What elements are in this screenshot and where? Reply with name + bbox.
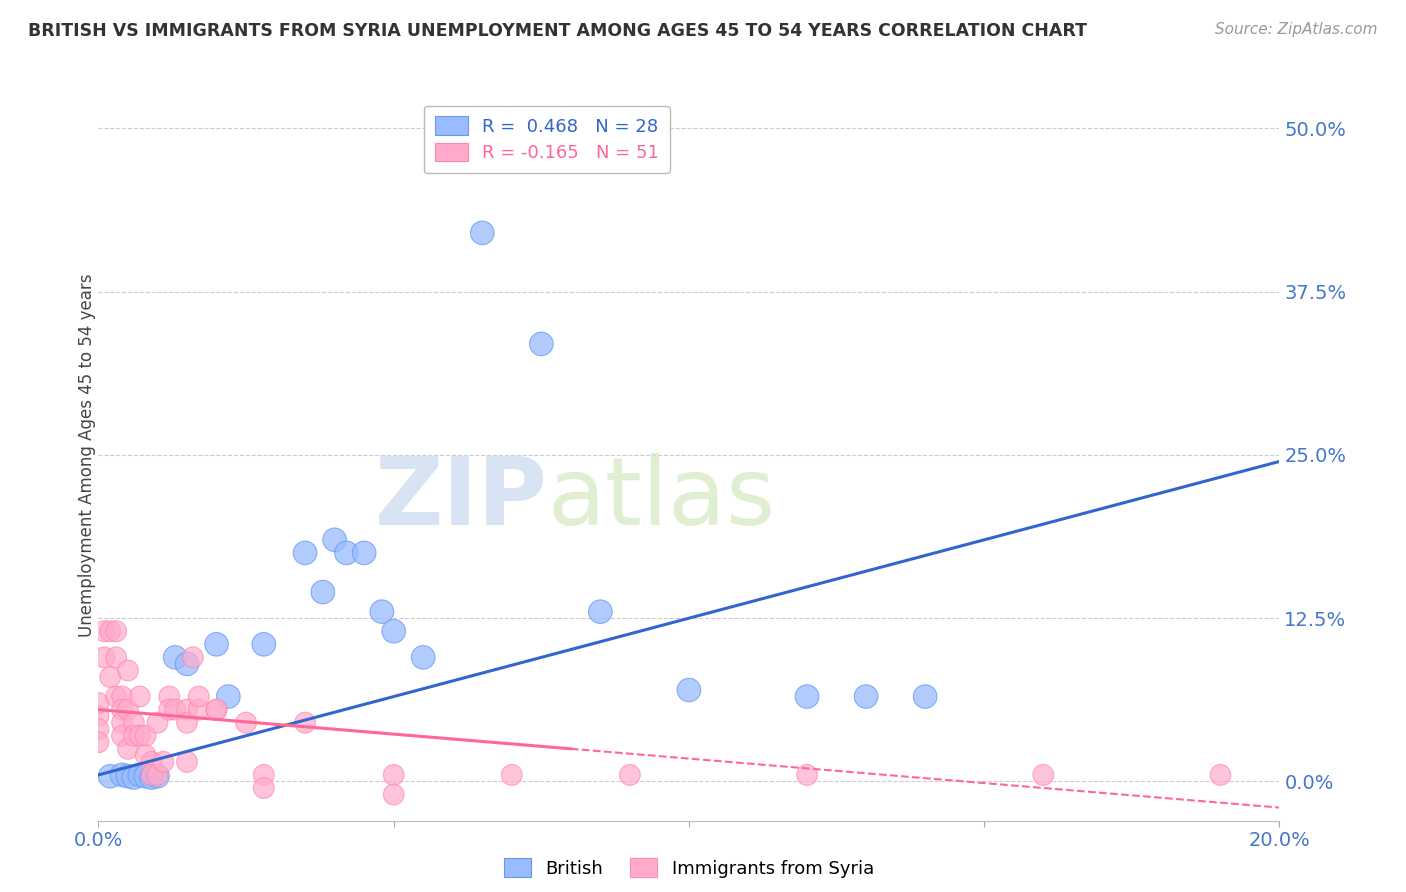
Ellipse shape: [914, 685, 936, 708]
Ellipse shape: [335, 541, 359, 565]
Ellipse shape: [188, 699, 209, 720]
Ellipse shape: [134, 764, 157, 788]
Ellipse shape: [141, 751, 162, 772]
Ellipse shape: [135, 745, 156, 765]
Ellipse shape: [159, 686, 180, 707]
Ellipse shape: [89, 719, 108, 739]
Ellipse shape: [118, 739, 138, 759]
Ellipse shape: [105, 686, 127, 707]
Ellipse shape: [122, 765, 146, 789]
Ellipse shape: [1033, 764, 1053, 785]
Ellipse shape: [177, 712, 197, 733]
Ellipse shape: [153, 751, 174, 772]
Ellipse shape: [295, 712, 315, 733]
Ellipse shape: [117, 764, 139, 788]
Ellipse shape: [118, 699, 138, 720]
Ellipse shape: [207, 699, 226, 720]
Ellipse shape: [148, 712, 167, 733]
Ellipse shape: [111, 725, 132, 747]
Ellipse shape: [311, 581, 335, 604]
Ellipse shape: [797, 764, 817, 785]
Ellipse shape: [384, 764, 404, 785]
Y-axis label: Unemployment Among Ages 45 to 54 years: Unemployment Among Ages 45 to 54 years: [79, 273, 96, 637]
Ellipse shape: [89, 731, 108, 753]
Ellipse shape: [105, 621, 127, 641]
Ellipse shape: [530, 332, 553, 356]
Ellipse shape: [796, 685, 818, 708]
Ellipse shape: [502, 764, 522, 785]
Ellipse shape: [353, 541, 375, 565]
Ellipse shape: [253, 778, 274, 798]
Ellipse shape: [118, 660, 138, 681]
Ellipse shape: [110, 764, 134, 787]
Ellipse shape: [176, 652, 198, 675]
Ellipse shape: [205, 632, 228, 657]
Ellipse shape: [217, 685, 240, 708]
Text: Source: ZipAtlas.com: Source: ZipAtlas.com: [1215, 22, 1378, 37]
Ellipse shape: [159, 699, 180, 720]
Ellipse shape: [471, 221, 494, 244]
Ellipse shape: [89, 693, 108, 714]
Ellipse shape: [370, 600, 394, 624]
Ellipse shape: [252, 632, 276, 657]
Ellipse shape: [148, 764, 167, 785]
Ellipse shape: [111, 699, 132, 720]
Ellipse shape: [1211, 764, 1230, 785]
Ellipse shape: [253, 764, 274, 785]
Ellipse shape: [294, 541, 316, 565]
Ellipse shape: [165, 699, 186, 720]
Ellipse shape: [589, 600, 612, 624]
Ellipse shape: [94, 621, 115, 641]
Ellipse shape: [188, 686, 209, 707]
Text: ZIP: ZIP: [374, 453, 547, 545]
Ellipse shape: [236, 712, 256, 733]
Ellipse shape: [89, 706, 108, 727]
Ellipse shape: [620, 764, 640, 785]
Ellipse shape: [111, 712, 132, 733]
Ellipse shape: [100, 666, 121, 688]
Ellipse shape: [94, 647, 115, 668]
Legend: British, Immigrants from Syria: British, Immigrants from Syria: [496, 851, 882, 885]
Ellipse shape: [177, 751, 197, 772]
Ellipse shape: [135, 725, 156, 747]
Ellipse shape: [129, 725, 150, 747]
Ellipse shape: [382, 620, 405, 643]
Ellipse shape: [139, 765, 163, 789]
Ellipse shape: [141, 764, 162, 785]
Text: atlas: atlas: [547, 453, 776, 545]
Ellipse shape: [163, 646, 187, 669]
Ellipse shape: [100, 621, 121, 641]
Ellipse shape: [105, 647, 127, 668]
Ellipse shape: [129, 686, 150, 707]
Ellipse shape: [384, 784, 404, 805]
Ellipse shape: [124, 712, 145, 733]
Ellipse shape: [323, 528, 346, 551]
Ellipse shape: [412, 646, 434, 669]
Ellipse shape: [207, 699, 226, 720]
Ellipse shape: [98, 764, 122, 788]
Ellipse shape: [678, 678, 700, 702]
Ellipse shape: [183, 647, 204, 668]
Text: BRITISH VS IMMIGRANTS FROM SYRIA UNEMPLOYMENT AMONG AGES 45 TO 54 YEARS CORRELAT: BRITISH VS IMMIGRANTS FROM SYRIA UNEMPLO…: [28, 22, 1087, 40]
Ellipse shape: [855, 685, 877, 708]
Ellipse shape: [177, 699, 197, 720]
Ellipse shape: [146, 764, 169, 788]
Ellipse shape: [111, 686, 132, 707]
Ellipse shape: [128, 764, 152, 787]
Ellipse shape: [124, 725, 145, 747]
